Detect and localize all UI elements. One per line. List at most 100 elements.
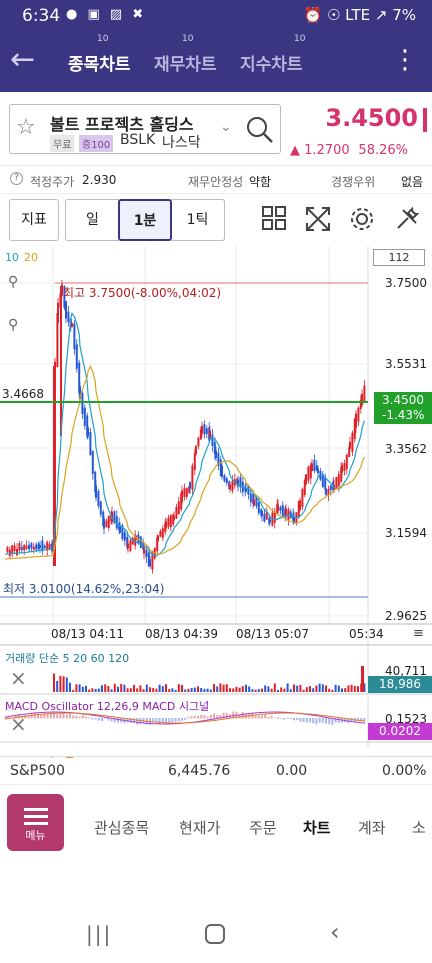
recent-apps-icon[interactable]: ||| bbox=[86, 922, 113, 946]
volume-bar bbox=[350, 684, 353, 692]
candle-count-box: 112 bbox=[373, 249, 425, 266]
volume-bar bbox=[241, 686, 244, 692]
tab-financial-chart[interactable]: 재무차트 bbox=[154, 55, 217, 75]
macd-bar bbox=[209, 714, 212, 719]
candle-body bbox=[57, 302, 59, 323]
chart-canvas[interactable] bbox=[0, 246, 432, 756]
volume-bar bbox=[267, 686, 270, 692]
macd-bar bbox=[280, 718, 283, 719]
menu-item-account[interactable]: 계좌 bbox=[358, 819, 386, 837]
search-icon[interactable] bbox=[246, 116, 274, 144]
help-icon[interactable]: ? bbox=[10, 172, 23, 185]
candlesticks bbox=[6, 279, 366, 574]
macd-bar bbox=[312, 718, 315, 724]
macd-bar bbox=[152, 718, 155, 723]
period-minute-button[interactable]: 1분 bbox=[118, 199, 172, 241]
macd-bar bbox=[59, 714, 62, 719]
home-icon[interactable] bbox=[205, 924, 225, 944]
menu-item-current-price[interactable]: 현재가 bbox=[179, 819, 221, 837]
volume-bar bbox=[216, 686, 219, 692]
volume-bar bbox=[113, 683, 116, 692]
indicator-button[interactable]: 지표 bbox=[9, 199, 59, 241]
tab-badge: 10 bbox=[294, 34, 306, 44]
candle-body bbox=[301, 488, 304, 507]
macd-bar bbox=[299, 718, 302, 722]
macd-bar bbox=[254, 715, 257, 719]
more-menu-icon[interactable]: ⋮ bbox=[392, 45, 418, 75]
macd-bar bbox=[264, 713, 267, 719]
candle-body bbox=[25, 545, 28, 549]
volume-bar bbox=[161, 686, 164, 692]
volume-bar bbox=[273, 683, 276, 692]
macd-bar bbox=[203, 715, 206, 719]
back-arrow-icon[interactable]: ← bbox=[10, 42, 36, 77]
settings-gear-icon[interactable] bbox=[349, 206, 375, 232]
macd-bar bbox=[261, 715, 263, 719]
tab-index-chart[interactable]: 지수차트 bbox=[240, 55, 303, 75]
period-day-button[interactable]: 일 bbox=[65, 199, 119, 241]
menu-item-watchlist[interactable]: 관심종목 bbox=[94, 819, 150, 837]
candle-body bbox=[8, 549, 11, 556]
price-tick-3: 3.3562 bbox=[385, 442, 427, 456]
macd-bar bbox=[222, 712, 225, 719]
tab-stock-chart[interactable]: 종목차트 bbox=[68, 55, 131, 75]
macd-bar bbox=[213, 713, 215, 719]
period-tick-button[interactable]: 1틱 bbox=[171, 199, 225, 241]
stock-header: ☆ 볼트 프로젝츠 홀딩스 무료 증100 BSLK 나스닥 ⌄ 3.4500 … bbox=[0, 92, 432, 166]
macd-bar bbox=[190, 716, 193, 719]
macd-bar bbox=[72, 715, 75, 719]
volume-bar bbox=[110, 689, 113, 692]
candle-body bbox=[201, 425, 203, 434]
pane-menu-icon[interactable]: ≡ bbox=[413, 626, 424, 641]
candle-body bbox=[173, 515, 175, 520]
volume-bar bbox=[337, 685, 340, 692]
candle-body bbox=[229, 484, 231, 490]
menu-button[interactable]: 메뉴 bbox=[7, 794, 64, 851]
macd-bar bbox=[133, 718, 135, 723]
reference-price-label: 3.4668 bbox=[2, 387, 44, 401]
macd-tick: 0.1523 bbox=[385, 712, 427, 726]
macd-bar bbox=[331, 718, 334, 725]
system-navigation-bar: ||| ‹ bbox=[0, 866, 432, 963]
candle-body bbox=[18, 543, 21, 551]
candle-body bbox=[60, 286, 62, 436]
stock-name: 볼트 프로젝츠 홀딩스 bbox=[50, 115, 194, 134]
zoom-in-icon[interactable]: ⚲ bbox=[8, 274, 19, 290]
menu-item-chart[interactable]: 차트 bbox=[303, 819, 331, 837]
chevron-down-icon[interactable]: ⌄ bbox=[220, 119, 232, 135]
star-icon[interactable]: ☆ bbox=[16, 115, 36, 140]
volume-bar bbox=[168, 689, 171, 692]
fullscreen-icon[interactable] bbox=[305, 206, 331, 232]
macd-oscillator bbox=[4, 711, 366, 725]
volume-close-icon[interactable]: × bbox=[10, 666, 27, 690]
volume-bar bbox=[104, 684, 107, 692]
candle-body bbox=[6, 547, 9, 552]
back-icon[interactable]: ‹ bbox=[330, 918, 340, 946]
stock-search-box[interactable]: ☆ 볼트 프로젝츠 홀딩스 무료 증100 BSLK 나스닥 ⌄ bbox=[9, 104, 281, 154]
macd-close-icon[interactable]: × bbox=[10, 712, 27, 736]
volume-bar bbox=[94, 688, 97, 692]
macd-bar bbox=[270, 715, 273, 719]
candle-body bbox=[46, 541, 49, 551]
macd-bar bbox=[85, 716, 87, 719]
stock-chart[interactable]: 10 20 ⚲ ⚲ 112 3.7500 3.5531 3.3562 3.159… bbox=[0, 246, 432, 761]
volume-bar bbox=[235, 686, 238, 692]
zoom-out-icon[interactable]: ⚲ bbox=[8, 317, 19, 333]
macd-bar bbox=[293, 718, 295, 721]
candle-body bbox=[127, 543, 129, 549]
price-tick-5: 2.9625 bbox=[385, 609, 427, 623]
candle-body bbox=[123, 532, 126, 541]
menu-item-more[interactable]: 소 bbox=[412, 819, 426, 837]
macd-bar bbox=[88, 717, 91, 719]
candle-body bbox=[32, 546, 35, 550]
candle-body bbox=[65, 301, 67, 319]
candle-body bbox=[277, 504, 279, 512]
tools-icon[interactable] bbox=[394, 206, 420, 232]
volume-bar bbox=[341, 688, 343, 692]
layout-grid-icon[interactable] bbox=[262, 206, 286, 230]
candle-body bbox=[309, 465, 312, 479]
candle-body bbox=[91, 450, 94, 474]
volume-bar bbox=[325, 685, 327, 692]
menu-item-order[interactable]: 주문 bbox=[249, 819, 277, 837]
candle-body bbox=[67, 311, 70, 323]
